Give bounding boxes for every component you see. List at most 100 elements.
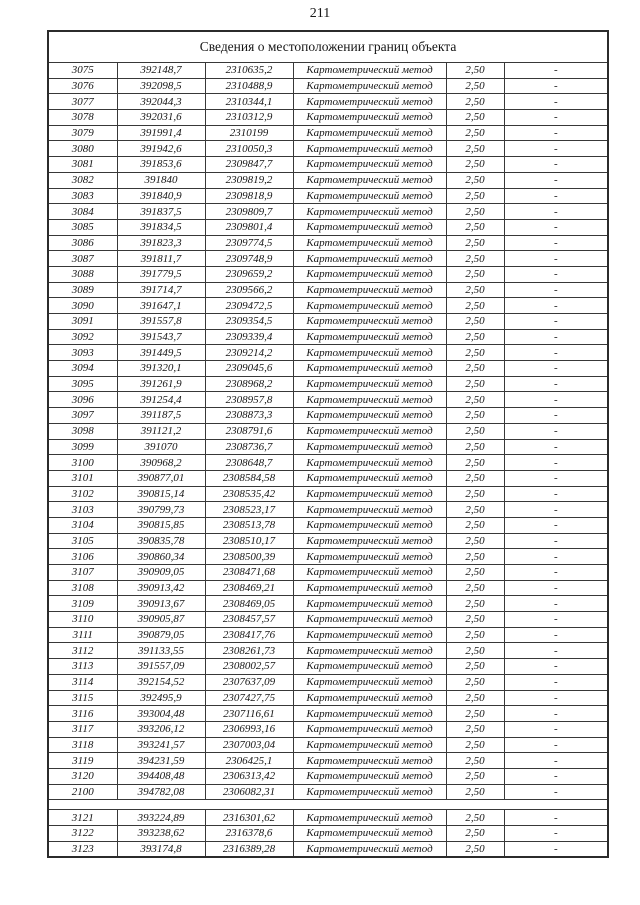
y-coord-cell: 2316378,6 bbox=[204, 825, 294, 842]
point-number-cell: 3075 bbox=[47, 62, 118, 79]
note-cell: - bbox=[503, 642, 609, 660]
note-cell: - bbox=[503, 501, 609, 518]
y-coord-cell: 2308002,57 bbox=[204, 658, 294, 675]
table-row: 3116 393004,48 2307116,61 Картометрический … bbox=[47, 705, 609, 722]
note-cell: - bbox=[503, 809, 609, 826]
method-cell: Картометрический метод bbox=[292, 93, 447, 111]
spacer-cell bbox=[47, 799, 609, 811]
precision-cell: 2,50 bbox=[445, 825, 505, 842]
point-number-cell: 3080 bbox=[47, 140, 118, 158]
y-coord-cell: 2308469,21 bbox=[204, 579, 294, 597]
y-coord-cell: 2307427,75 bbox=[204, 689, 294, 707]
precision-cell: 2,50 bbox=[445, 171, 505, 189]
method-cell: Картометрический метод bbox=[292, 752, 447, 769]
point-number-cell: 3123 bbox=[47, 840, 118, 858]
x-coord-cell: 391779,5 bbox=[116, 265, 206, 283]
precision-cell: 2,50 bbox=[445, 809, 505, 826]
table-row: 3094 391320,1 2309045,6 Картометрический ме… bbox=[47, 360, 609, 377]
precision-cell: 2,50 bbox=[445, 344, 505, 362]
table-row: 3076 392098,5 2310488,9 Картометрический ме… bbox=[47, 77, 609, 95]
precision-cell: 2,50 bbox=[445, 532, 505, 550]
x-coord-cell: 390905,87 bbox=[116, 611, 206, 628]
method-cell: Картометрический метод bbox=[292, 673, 447, 691]
precision-cell: 2,50 bbox=[445, 642, 505, 660]
precision-cell: 2,50 bbox=[445, 250, 505, 267]
note-cell: - bbox=[503, 454, 609, 471]
y-coord-cell: 2308457,57 bbox=[204, 611, 294, 628]
x-coord-cell: 391840 bbox=[116, 171, 206, 189]
table-row: 3118 393241,57 2307003,04 Картометрический … bbox=[47, 736, 609, 754]
x-coord-cell: 394231,59 bbox=[116, 752, 206, 769]
boundary-coordinates-table: Сведения о местоположении границ объекта… bbox=[47, 30, 610, 859]
x-coord-cell: 391187,5 bbox=[116, 407, 206, 424]
y-coord-cell: 2309354,5 bbox=[204, 313, 294, 330]
precision-cell: 2,50 bbox=[445, 218, 505, 236]
y-coord-cell: 2308736,7 bbox=[204, 438, 294, 456]
point-number-cell: 3109 bbox=[47, 595, 118, 613]
y-coord-cell: 2310488,9 bbox=[204, 77, 294, 95]
method-cell: Картометрический метод bbox=[292, 234, 447, 252]
point-number-cell: 3121 bbox=[47, 809, 118, 826]
point-number-cell: 3112 bbox=[47, 642, 118, 660]
x-coord-cell: 392495,9 bbox=[116, 689, 206, 707]
precision-cell: 2,50 bbox=[445, 658, 505, 675]
note-cell: - bbox=[503, 234, 609, 252]
method-cell: Картометрический метод bbox=[292, 579, 447, 597]
x-coord-cell: 390909,05 bbox=[116, 564, 206, 581]
x-coord-cell: 390799,73 bbox=[116, 501, 206, 518]
point-number-cell: 3106 bbox=[47, 548, 118, 565]
point-number-cell: 3086 bbox=[47, 234, 118, 252]
note-cell: - bbox=[503, 140, 609, 158]
y-coord-cell: 2310050,3 bbox=[204, 140, 294, 158]
method-cell: Картометрический метод bbox=[292, 825, 447, 842]
precision-cell: 2,50 bbox=[445, 360, 505, 377]
y-coord-cell: 2316301,62 bbox=[204, 809, 294, 826]
table-row: 3091 391557,8 2309354,5 Картометрический ме… bbox=[47, 313, 609, 330]
method-cell: Картометрический метод bbox=[292, 767, 447, 785]
note-cell: - bbox=[503, 752, 609, 769]
note-cell: - bbox=[503, 595, 609, 613]
table-row: 3079 391991,4 2310199 Картометрический мето… bbox=[47, 124, 609, 142]
y-coord-cell: 2309819,2 bbox=[204, 171, 294, 189]
precision-cell: 2,50 bbox=[445, 375, 505, 393]
note-cell: - bbox=[503, 407, 609, 424]
table-row: 3117 393206,12 2306993,16 Картометрический … bbox=[47, 720, 609, 738]
x-coord-cell: 391647,1 bbox=[116, 297, 206, 314]
y-coord-cell: 2307637,09 bbox=[204, 673, 294, 691]
table-row: 3107 390909,05 2308471,68 Картометрический … bbox=[47, 564, 609, 581]
note-cell: - bbox=[503, 767, 609, 785]
note-cell: - bbox=[503, 109, 609, 126]
x-coord-cell: 392098,5 bbox=[116, 77, 206, 95]
point-number-cell: 3091 bbox=[47, 313, 118, 330]
precision-cell: 2,50 bbox=[445, 156, 505, 173]
note-cell: - bbox=[503, 705, 609, 722]
method-cell: Картометрический метод bbox=[292, 171, 447, 189]
precision-cell: 2,50 bbox=[445, 93, 505, 111]
precision-cell: 2,50 bbox=[445, 187, 505, 205]
table-row: 3089 391714,7 2309566,2 Картометрический ме… bbox=[47, 281, 609, 299]
method-cell: Картометрический метод bbox=[292, 187, 447, 205]
table-row: 3102 390815,14 2308535,42 Картометрический … bbox=[47, 485, 609, 503]
table-row: 3104 390815,85 2308513,78 Картометрический … bbox=[47, 516, 609, 534]
table-row: 3098 391121,2 2308791,6 Картометрический ме… bbox=[47, 422, 609, 440]
spacer-row bbox=[47, 799, 609, 811]
table-row: 3099 391070 2308736,7 Картометрический мето… bbox=[47, 438, 609, 456]
y-coord-cell: 2308957,8 bbox=[204, 391, 294, 409]
x-coord-cell: 391840,9 bbox=[116, 187, 206, 205]
y-coord-cell: 2308584,58 bbox=[204, 469, 294, 487]
note-cell: - bbox=[503, 548, 609, 565]
note-cell: - bbox=[503, 720, 609, 738]
x-coord-cell: 390860,34 bbox=[116, 548, 206, 565]
y-coord-cell: 2308873,3 bbox=[204, 407, 294, 424]
precision-cell: 2,50 bbox=[445, 564, 505, 581]
method-cell: Картометрический метод bbox=[292, 328, 447, 346]
method-cell: Картометрический метод bbox=[292, 375, 447, 393]
precision-cell: 2,50 bbox=[445, 626, 505, 644]
table-row: 3109 390913,67 2308469,05 Картометрический … bbox=[47, 595, 609, 613]
table-row: 3097 391187,5 2308873,3 Картометрический ме… bbox=[47, 407, 609, 424]
note-cell: - bbox=[503, 93, 609, 111]
y-coord-cell: 2306993,16 bbox=[204, 720, 294, 738]
point-number-cell: 3085 bbox=[47, 218, 118, 236]
x-coord-cell: 393174,8 bbox=[116, 840, 206, 858]
